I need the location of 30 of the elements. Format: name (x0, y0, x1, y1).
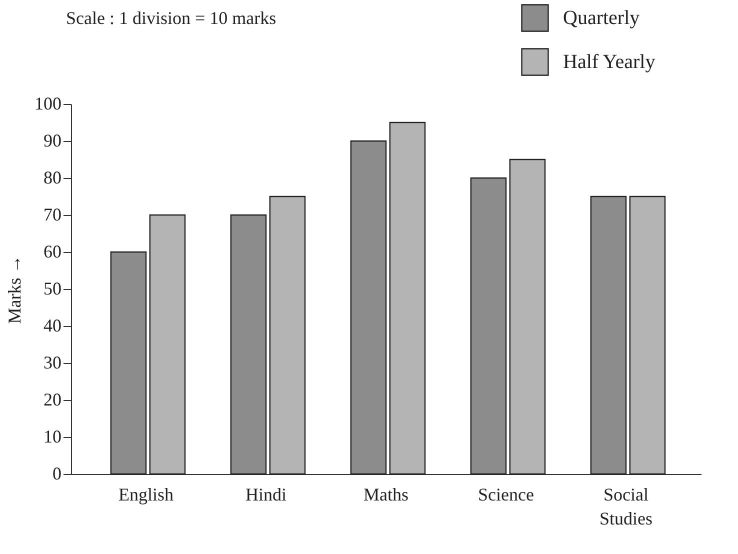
legend-label: Quarterly (563, 7, 640, 29)
bar (350, 140, 387, 475)
y-tick-label: 50 (44, 278, 62, 298)
y-tick-label: 40 (44, 316, 62, 336)
x-tick-label: Social Studies (599, 484, 653, 528)
y-tick-label: 60 (44, 242, 62, 262)
y-tick-label: 10 (44, 426, 62, 446)
bar (269, 196, 306, 475)
y-tick-label: 30 (44, 352, 62, 372)
bar (629, 196, 666, 475)
bar (509, 158, 546, 475)
x-tick-label: Hindi (245, 484, 287, 504)
bar (389, 122, 426, 475)
legend-label: Half Yearly (563, 51, 656, 73)
x-tick-label: English (118, 484, 174, 504)
x-tick-label: Science (478, 484, 534, 504)
y-tick-label: 0 (52, 464, 62, 484)
y-tick-label: 90 (44, 130, 62, 150)
y-axis-title: Marks → (4, 255, 24, 324)
bar (110, 251, 147, 475)
bar (149, 214, 186, 475)
y-tick-label: 20 (44, 390, 62, 410)
y-tick-label: 80 (44, 168, 62, 188)
text: Scale : 1 division = 10 marks (66, 8, 276, 28)
bar (470, 177, 507, 475)
bar (230, 214, 267, 475)
y-tick-label: 100 (34, 94, 62, 114)
y-tick-label: 70 (44, 204, 62, 224)
x-tick-label: Maths (364, 484, 408, 504)
bar (590, 196, 627, 475)
